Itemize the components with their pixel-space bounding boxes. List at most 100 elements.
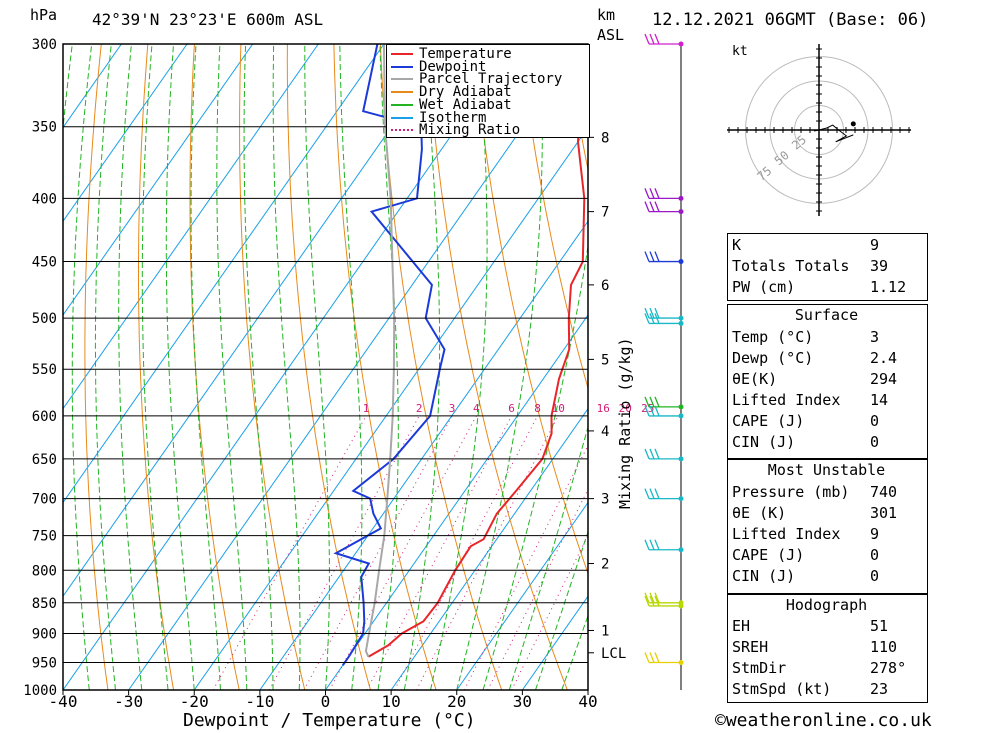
legend-entry: Dry Adiabat [391, 84, 512, 101]
index-label: Dewp (°C) [732, 349, 814, 367]
legend-entry: Dewpoint [391, 58, 487, 75]
x-tick-label: 20 [447, 692, 466, 711]
altitude-tick-label: 5 [601, 352, 609, 368]
surface-title: Surface [794, 306, 859, 324]
mixing-ratio-label: 20 [619, 402, 632, 415]
index-row: Dewp (°C) 2.4 [728, 348, 926, 369]
x-axis-label: Dewpoint / Temperature (°C) [183, 710, 476, 731]
index-row: StmDir 278° [728, 658, 926, 679]
hodograph-ring-label: 25 [789, 133, 809, 153]
hodograph-trace [814, 124, 854, 143]
isotherm-line [128, 44, 582, 690]
wind-barb [644, 448, 681, 460]
pressure-tick-label: 300 [32, 37, 57, 53]
dry-adiabat-line [985, 44, 1000, 690]
altitude-tick-label: 1 [601, 623, 609, 639]
pressure-tick-label: 750 [32, 529, 57, 545]
most-unstable-title: Most Unstable [767, 461, 886, 479]
legend-entry: Mixing Ratio [391, 122, 521, 139]
index-label: Totals Totals [732, 257, 850, 275]
index-value: 9 [870, 525, 880, 543]
legend-label: Isotherm [419, 109, 487, 126]
pressure-tick-label: 700 [32, 492, 57, 508]
index-value: 23 [870, 680, 889, 698]
legend-entry: Parcel Trajectory [391, 72, 562, 86]
wet-adiabat-line [118, 44, 143, 690]
index-label: K [732, 236, 742, 254]
surface-box [727, 304, 928, 459]
legend-swatch [391, 116, 413, 119]
mixing-ratio-label: 8 [534, 402, 541, 415]
legend-swatch [391, 129, 413, 132]
index-label: Lifted Index [732, 391, 841, 409]
index-value: 278° [870, 659, 907, 677]
index-label: CIN (J) [732, 567, 796, 585]
index-value: 3 [870, 328, 880, 346]
index-value: 14 [870, 391, 889, 409]
x-tick-label: 0 [321, 692, 331, 711]
wind-barb [644, 539, 681, 551]
mixing-ratio-label: 1 [363, 402, 370, 415]
index-value: 740 [870, 483, 898, 501]
legend-label: Dewpoint [419, 58, 487, 75]
mixing-ratio-axis-label: Mixing Ratio (g/kg) [616, 337, 634, 509]
pressure-tick-label: 850 [32, 596, 57, 612]
wind-barb [644, 396, 681, 408]
legend-entry: Temperature [391, 46, 512, 62]
legend-label: Temperature [419, 46, 512, 62]
index-label: CAPE (J) [732, 412, 805, 430]
mixing-ratio-line [366, 415, 513, 690]
wet-adiabat-line [71, 44, 93, 690]
km-unit-label: km [597, 6, 616, 24]
pressure-tick-label: 900 [32, 626, 57, 642]
x-tick-label: 30 [513, 692, 532, 711]
dry-adiabat-line [239, 44, 306, 690]
index-row: StmSpd (kt) 23 [728, 679, 926, 700]
altitude-tick-label: 4 [601, 424, 609, 440]
index-value: 110 [870, 638, 898, 656]
dewpoint-profile [333, 44, 446, 666]
index-value: 1.12 [870, 278, 907, 296]
altitude-tick-label: 2 [601, 557, 609, 573]
wet-adiabat-line [377, 44, 399, 690]
credit-link[interactable]: ©weatheronline.co.uk [715, 710, 932, 731]
index-row: CAPE (J) 0 [728, 411, 926, 432]
wet-adiabat-line [141, 44, 169, 690]
isotherm-line [63, 44, 385, 504]
mixing-ratio-line [329, 415, 477, 690]
isotherm-line [63, 44, 516, 690]
legend-label: Dry Adiabat [419, 84, 512, 101]
index-label: Temp (°C) [732, 328, 814, 346]
isotherm-line [259, 220, 588, 690]
hodograph-storm-marker [850, 121, 856, 127]
mixing-ratio-label: 3 [449, 402, 456, 415]
index-row: θE (K) 301 [728, 503, 926, 524]
isotherm-line [325, 314, 588, 690]
wet-adiabat-line [272, 44, 301, 690]
hpa-unit-label: hPa [30, 6, 58, 24]
index-row: CIN (J) 0 [728, 432, 926, 453]
location-label: 42°39'N 23°23'E 600m ASL [92, 10, 324, 29]
legend-label: Mixing Ratio [419, 122, 521, 139]
index-row: SREH 110 [728, 637, 926, 658]
x-tick-label: -30 [114, 692, 143, 711]
most-unstable-table: Pressure (mb) 740 θE (K) 301 Lifted Index 9 CA… [728, 482, 926, 587]
altitude-tick-label: 6 [601, 278, 609, 294]
pressure-tick-label: 400 [32, 191, 57, 207]
dry-adiabat-line [189, 44, 240, 690]
wind-barb [644, 251, 681, 263]
index-row: θE(K) 294 [728, 369, 926, 390]
isotherm-line [63, 44, 319, 410]
index-label: StmSpd (kt) [732, 680, 832, 698]
chart-legend: Temperature Dewpoint Parcel Trajectory Dry … [386, 44, 590, 138]
isotherm-line [63, 44, 450, 598]
x-tick-label: -40 [49, 692, 78, 711]
wet-adiabat-line [216, 44, 248, 690]
index-value: 0 [870, 546, 880, 564]
mixing-ratio-line [303, 415, 453, 690]
wet-adiabat-line [339, 44, 363, 690]
wet-adiabat-line [165, 44, 195, 690]
index-row: Pressure (mb) 740 [728, 482, 926, 503]
hodograph-ring-label: 75 [754, 164, 774, 184]
